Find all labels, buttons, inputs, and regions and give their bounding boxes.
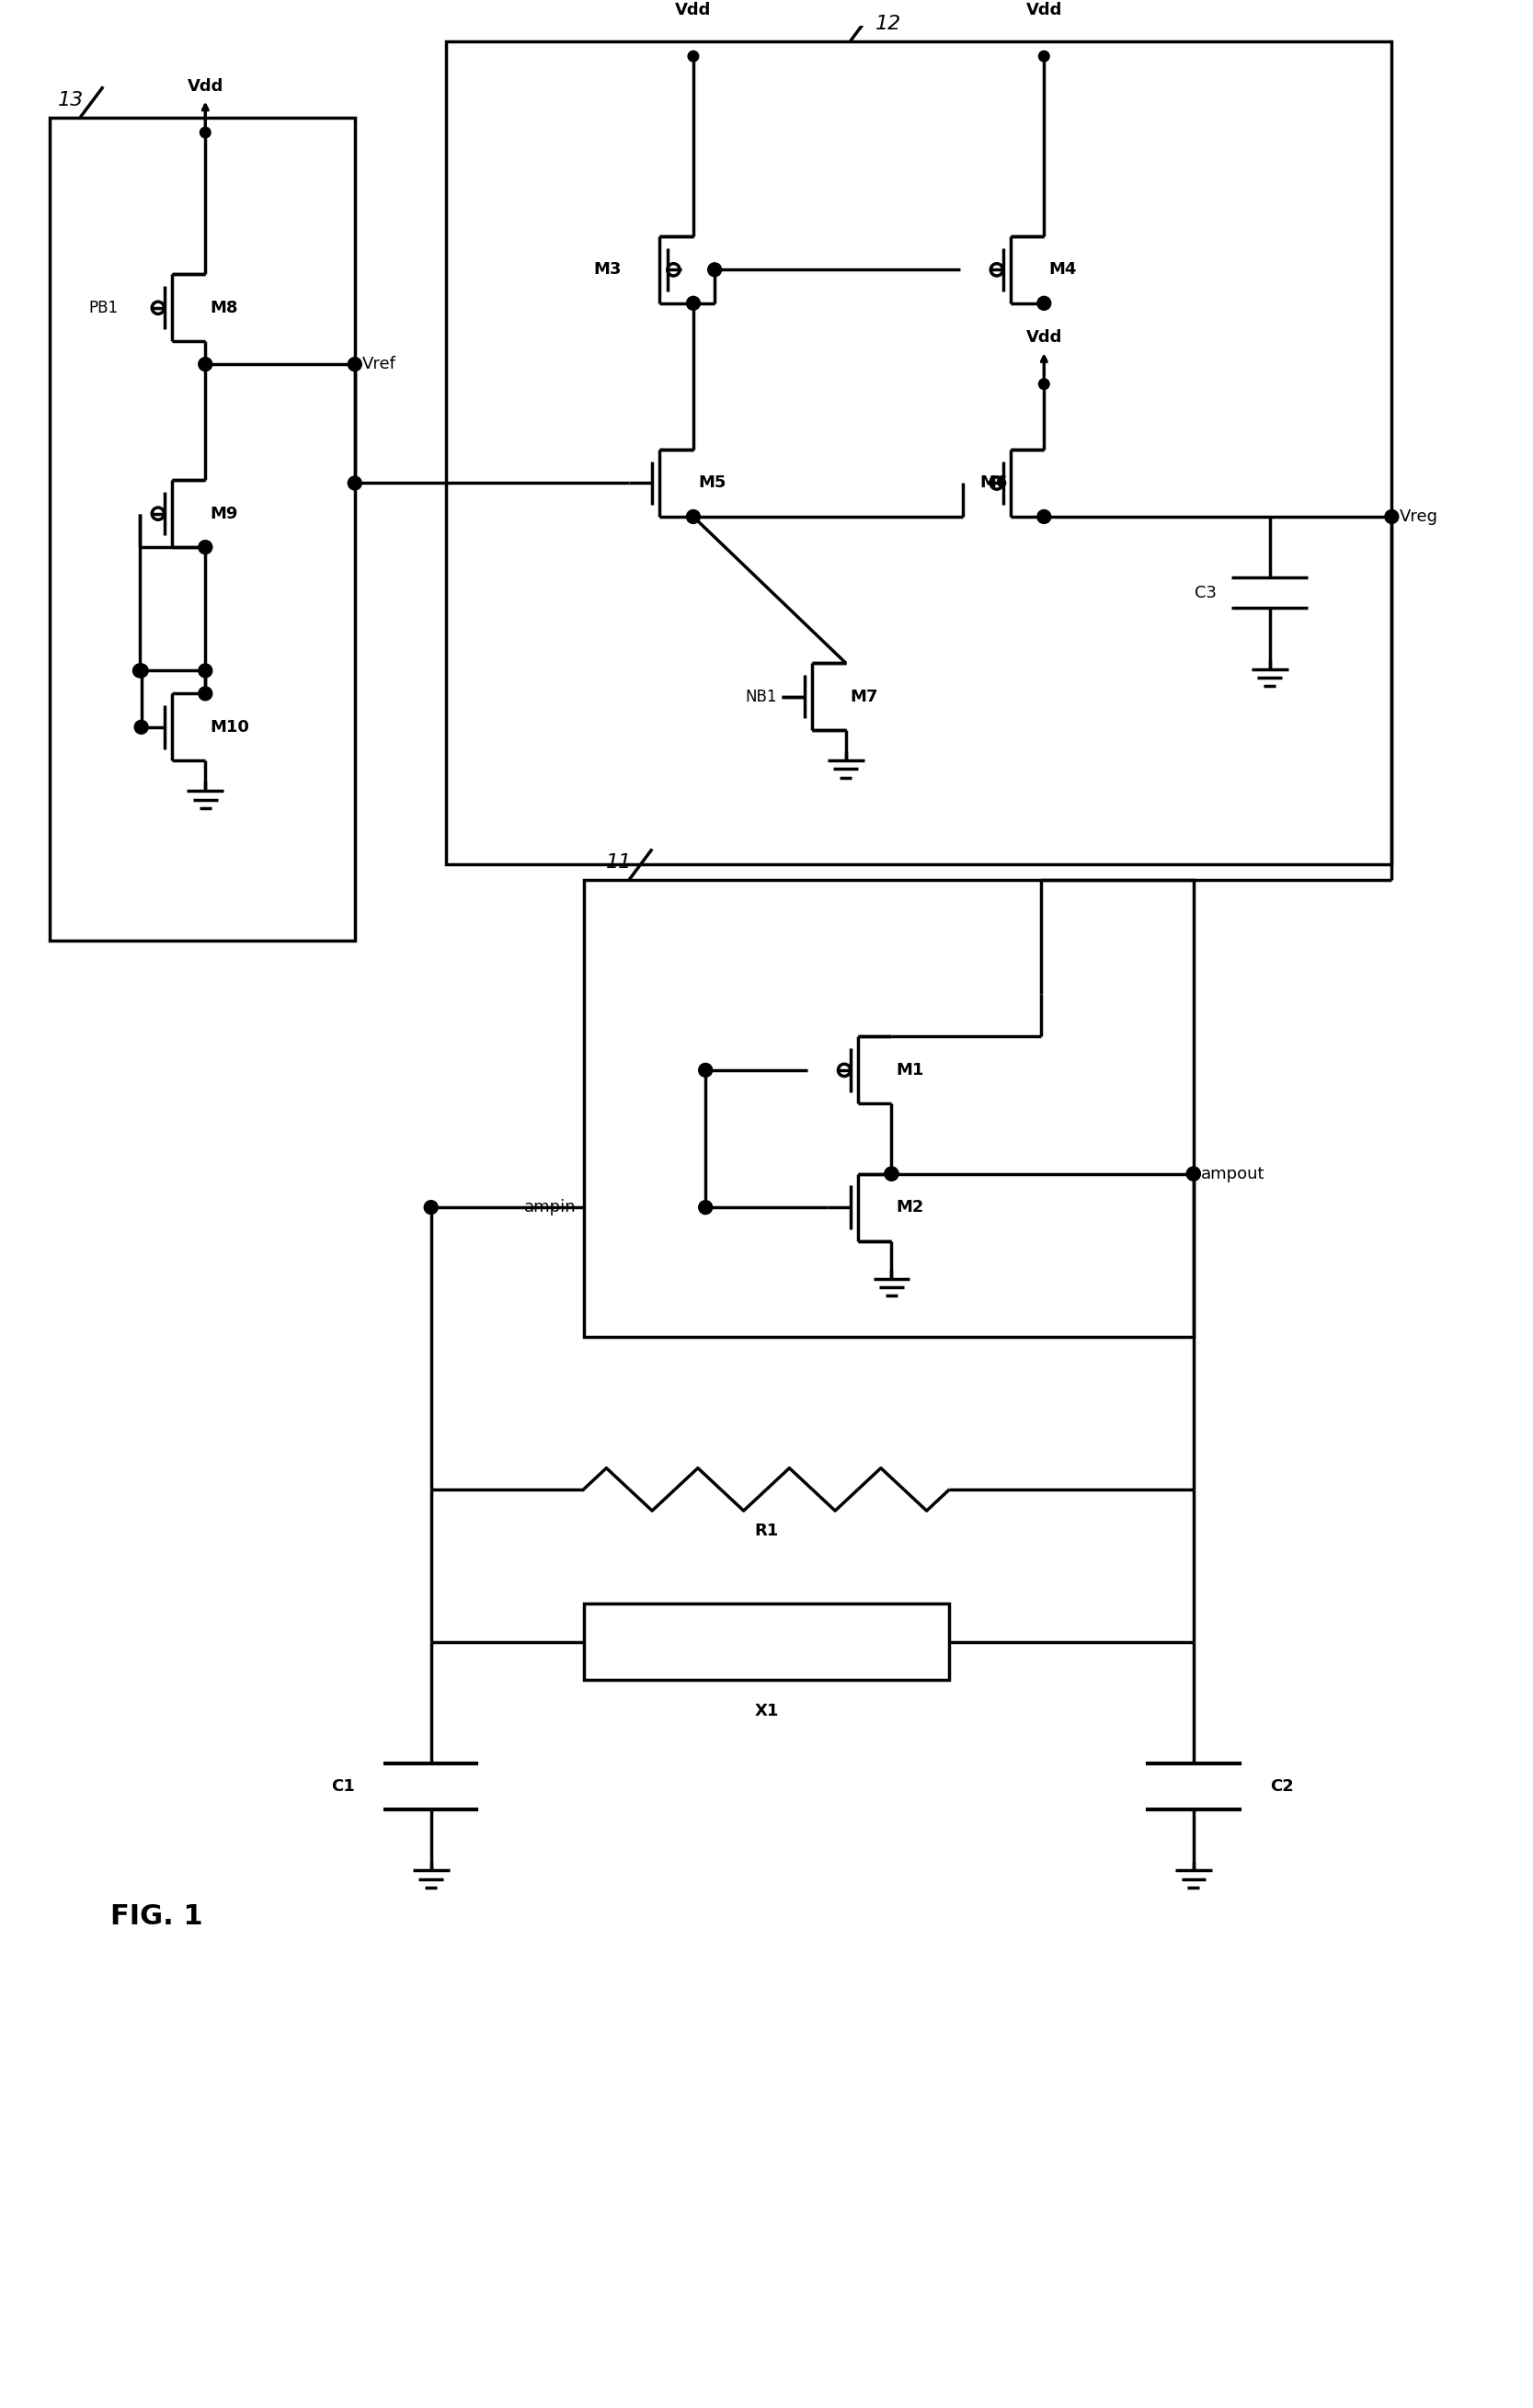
Circle shape <box>708 262 722 277</box>
Circle shape <box>133 665 147 677</box>
Text: 11: 11 <box>607 852 632 872</box>
Circle shape <box>1384 510 1398 523</box>
Circle shape <box>687 510 701 523</box>
Text: M5: M5 <box>698 474 725 491</box>
Circle shape <box>198 686 212 701</box>
Text: M2: M2 <box>897 1199 924 1216</box>
Circle shape <box>198 665 212 677</box>
Text: 13: 13 <box>57 92 83 111</box>
Circle shape <box>1038 510 1052 523</box>
Circle shape <box>135 665 149 677</box>
Circle shape <box>199 128 210 137</box>
Text: ampin: ampin <box>524 1199 576 1216</box>
Text: Vdd: Vdd <box>1026 2 1062 19</box>
Text: Vref: Vref <box>362 356 397 373</box>
Text: ampout: ampout <box>1200 1165 1265 1182</box>
Circle shape <box>1187 1168 1200 1180</box>
Circle shape <box>699 1202 713 1214</box>
Text: X1: X1 <box>754 1702 779 1719</box>
Text: M6: M6 <box>980 474 1007 491</box>
Text: PB1: PB1 <box>89 299 118 315</box>
Circle shape <box>425 1202 438 1214</box>
Bar <box>49 118 354 942</box>
Circle shape <box>348 477 362 489</box>
Circle shape <box>688 51 699 63</box>
Text: M3: M3 <box>593 262 622 277</box>
Text: M9: M9 <box>210 506 238 523</box>
Text: M4: M4 <box>1049 262 1076 277</box>
Text: M8: M8 <box>210 299 238 315</box>
Text: NB1: NB1 <box>745 689 777 706</box>
Text: M10: M10 <box>210 720 250 734</box>
Circle shape <box>885 1168 898 1180</box>
Circle shape <box>1039 51 1050 63</box>
Text: Vdd: Vdd <box>1026 330 1062 347</box>
Text: M1: M1 <box>897 1062 924 1079</box>
Text: C1: C1 <box>331 1780 354 1794</box>
Circle shape <box>1039 378 1050 390</box>
Text: Vdd: Vdd <box>187 77 224 94</box>
Circle shape <box>699 1064 713 1076</box>
Circle shape <box>198 539 212 554</box>
Bar <box>584 879 1194 1336</box>
Circle shape <box>687 296 701 311</box>
Circle shape <box>1038 296 1052 311</box>
Text: Vreg: Vreg <box>1400 508 1438 525</box>
Text: C3: C3 <box>1194 585 1216 602</box>
Text: Vdd: Vdd <box>675 2 711 19</box>
Bar <box>446 41 1392 864</box>
Text: 12: 12 <box>875 14 901 34</box>
Circle shape <box>1187 1168 1200 1180</box>
Text: R1: R1 <box>754 1522 779 1539</box>
Text: M7: M7 <box>851 689 878 706</box>
Circle shape <box>198 356 212 371</box>
Text: C2: C2 <box>1269 1780 1294 1794</box>
Circle shape <box>348 356 362 371</box>
Circle shape <box>885 1168 898 1180</box>
Bar <box>584 1604 949 1681</box>
Circle shape <box>135 720 149 734</box>
Text: FIG. 1: FIG. 1 <box>110 1902 204 1929</box>
